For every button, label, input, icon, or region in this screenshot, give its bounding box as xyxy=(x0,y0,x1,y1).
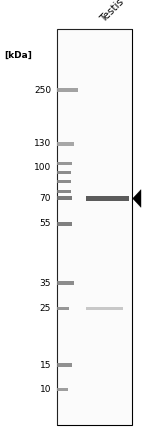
Bar xyxy=(57,88,78,93)
Polygon shape xyxy=(133,190,141,207)
Bar xyxy=(57,190,70,193)
Text: 15: 15 xyxy=(39,361,51,369)
Text: Testis: Testis xyxy=(99,0,126,24)
Bar xyxy=(57,29,132,425)
Bar xyxy=(85,307,123,310)
Text: 130: 130 xyxy=(34,139,51,148)
Bar xyxy=(57,142,74,146)
Text: 25: 25 xyxy=(40,304,51,313)
Text: 250: 250 xyxy=(34,86,51,95)
Text: [kDa]: [kDa] xyxy=(4,51,32,60)
Text: 55: 55 xyxy=(39,219,51,228)
Bar xyxy=(57,29,132,425)
Bar xyxy=(57,281,74,285)
Bar xyxy=(57,171,70,174)
Bar xyxy=(85,196,129,202)
Text: 35: 35 xyxy=(39,279,51,288)
Text: 70: 70 xyxy=(39,194,51,203)
Text: 10: 10 xyxy=(39,385,51,394)
Bar xyxy=(57,197,72,201)
Text: 100: 100 xyxy=(34,163,51,172)
Bar xyxy=(57,388,68,391)
Bar xyxy=(57,362,72,367)
Bar xyxy=(57,307,69,310)
Bar xyxy=(57,222,72,226)
Bar xyxy=(57,162,72,165)
Bar xyxy=(57,180,70,183)
